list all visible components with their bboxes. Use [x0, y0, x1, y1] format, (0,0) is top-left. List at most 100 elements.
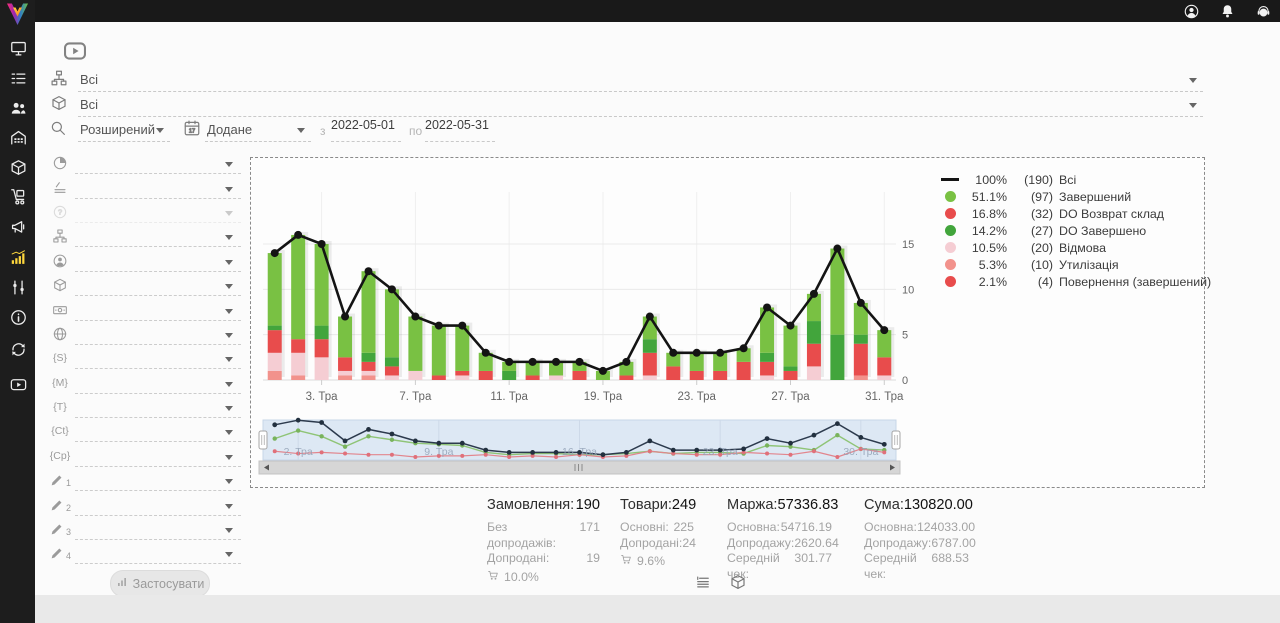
chevron-down-icon: [1189, 103, 1197, 108]
product-filter-select[interactable]: [75, 274, 241, 297]
chevron-down-icon: [225, 503, 233, 509]
sidebar-item-clients[interactable]: [8, 98, 28, 118]
legend-item[interactable]: 10.5% (20) Відмова: [937, 239, 1211, 256]
legend-percent: 51.1%: [971, 189, 1007, 204]
sidebar-item-orders-list[interactable]: [8, 68, 28, 88]
scroll-left-arrow: [264, 464, 269, 471]
svg-text:3. Тра: 3. Тра: [306, 391, 339, 403]
website-filter-select[interactable]: [75, 323, 241, 345]
legend-item[interactable]: 14.2% (27) DO Завершено: [937, 222, 1211, 239]
legend-line-marker: [937, 178, 963, 181]
chevron-down-icon: [225, 162, 233, 168]
custom-field-4-filter-select[interactable]: [75, 542, 241, 565]
legend-dot-marker: [937, 259, 963, 270]
stat-subrow: Допродажу: 6787.00: [864, 535, 976, 550]
sidebar-item-supply[interactable]: [8, 186, 28, 206]
banknote-icon: [45, 302, 75, 318]
tag-icon: {T}: [53, 401, 67, 414]
svg-text:19. Тра: 19. Тра: [584, 391, 623, 403]
legend-item[interactable]: 16.8% (32) DO Возврат склад: [937, 205, 1211, 222]
navigator-scrollbar[interactable]: [258, 460, 901, 475]
cube-icon: [45, 277, 75, 293]
payment-filter-select[interactable]: [75, 299, 241, 321]
pencil-icon: 3: [45, 521, 75, 537]
date-from-input[interactable]: 2022-05-01: [331, 118, 401, 142]
date-field-select[interactable]: Додане: [205, 118, 311, 142]
status-filter-select[interactable]: [75, 177, 241, 199]
search-mode-select[interactable]: Розширений: [78, 118, 170, 142]
search-icon: [49, 119, 67, 142]
sidebar-item-marketing[interactable]: [8, 216, 28, 236]
chevron-down-icon: [225, 332, 233, 338]
summary-by-product-toggle[interactable]: [729, 573, 747, 591]
stat-subrow: Допродані: 19: [487, 551, 600, 565]
chevron-down-icon: [225, 235, 233, 241]
navigator-handle[interactable]: [891, 430, 901, 450]
support-icon[interactable]: [1255, 3, 1272, 20]
custom-field-2-filter-select[interactable]: [75, 494, 241, 516]
date-to-input[interactable]: 2022-05-31: [425, 118, 495, 142]
orders-chart-widget: 0 5 10 15 3. Тра 7. Тра 11. Тра 19. Тра 23. Тра 2…: [250, 157, 1211, 488]
sidebar-item-info[interactable]: [8, 307, 28, 327]
legend-item[interactable]: 51.1% (97) Завершений: [937, 188, 1211, 205]
video-help-button[interactable]: [62, 38, 88, 69]
sidebar-item-dashboard[interactable]: [8, 38, 28, 58]
tag-icon: {S}: [52, 352, 68, 365]
sidebar-item-integrations[interactable]: [8, 339, 28, 359]
custom-field-3-filter-select[interactable]: [75, 518, 241, 541]
custom-field-1-filter-select[interactable]: [75, 469, 241, 492]
legend-percent: 2.1%: [978, 274, 1007, 289]
svg-text:7. Тра: 7. Тра: [399, 391, 432, 403]
utm-term-filter-select[interactable]: [75, 396, 241, 419]
legend-item[interactable]: 5.3% (10) Утилізація: [937, 256, 1211, 273]
svg-text:17: 17: [189, 128, 195, 134]
traffic-source-filter-select[interactable]: [75, 152, 241, 175]
pencil-icon: 2: [45, 497, 75, 513]
utm-content-filter-select[interactable]: [75, 420, 241, 443]
calendar-icon: 17: [183, 119, 201, 142]
sidebar-item-settings[interactable]: [8, 277, 28, 297]
structure-filter-select[interactable]: [75, 225, 241, 248]
status-group-select[interactable]: Всі: [78, 68, 1203, 92]
summary-by-status-toggle[interactable]: [694, 573, 712, 591]
utm-medium-filter-select[interactable]: [75, 372, 241, 394]
stat-upsell-share: 9.6%: [620, 553, 694, 569]
utm-content-filter: {Ct}: [45, 419, 241, 443]
chevron-down-icon: [225, 210, 233, 216]
pencil-icon: 4: [45, 545, 75, 561]
sidebar-item-video-help[interactable]: [8, 374, 28, 394]
legend-percent: 16.8%: [971, 206, 1007, 221]
chevron-down-icon: [225, 381, 233, 387]
orders-chart[interactable]: 0 5 10 15 3. Тра 7. Тра 11. Тра 19. Тра 23. Тра 2…: [251, 158, 1204, 492]
utm-campaign-filter-select[interactable]: [75, 445, 241, 467]
legend-item[interactable]: 100% (190) Всі: [937, 171, 1211, 188]
legend-item[interactable]: 2.1% (4) Повернення (завершений): [937, 273, 1211, 290]
date-from-label: з: [320, 124, 326, 138]
unknown-filter: ?: [45, 200, 241, 224]
manager-filter-select[interactable]: [75, 250, 241, 272]
legend-percent: 14.2%: [971, 223, 1007, 238]
stat-subrow: Допродажу: 2620.64: [727, 535, 839, 550]
chevron-down-icon: [1189, 78, 1197, 83]
notifications-icon[interactable]: [1219, 3, 1236, 20]
svg-text:5: 5: [902, 330, 908, 342]
apply-button[interactable]: Застосувати: [110, 570, 210, 597]
user-account-icon[interactable]: [1183, 3, 1200, 20]
app-logo[interactable]: [3, 1, 32, 32]
sidebar-item-statistics[interactable]: [8, 247, 28, 267]
legend-dot-marker: [937, 276, 963, 287]
product-select[interactable]: Всі: [78, 93, 1203, 117]
legend-count: (20): [1030, 240, 1053, 255]
svg-text:10: 10: [902, 284, 914, 296]
legend-count: (4): [1037, 274, 1053, 289]
sidebar-item-warehouse[interactable]: [8, 127, 28, 147]
utm-source-filter-select[interactable]: [75, 347, 241, 370]
payment-filter: [45, 297, 241, 321]
navigator-handle[interactable]: [258, 430, 268, 450]
svg-text:31. Тра: 31. Тра: [865, 391, 904, 403]
svg-text:2. Тра: 2. Тра: [284, 446, 313, 458]
status-filter: [45, 175, 241, 199]
stat-title: Замовлення: 190: [487, 497, 600, 513]
legend-percent: 5.3%: [978, 257, 1007, 272]
sidebar-item-products[interactable]: [8, 157, 28, 177]
